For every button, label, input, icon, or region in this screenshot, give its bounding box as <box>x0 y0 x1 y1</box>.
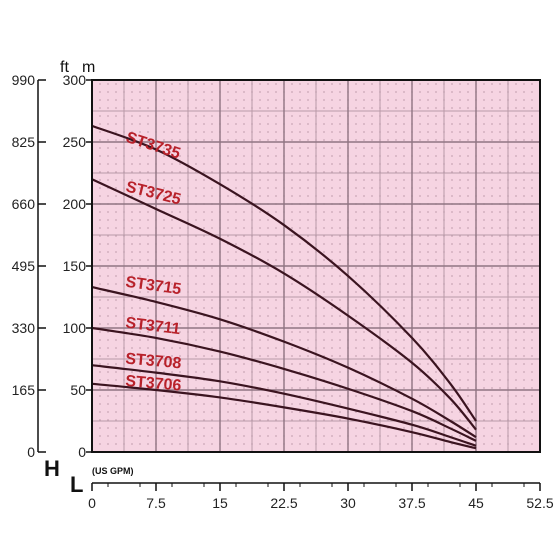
series-lines <box>91 124 477 450</box>
y-tick-ft-label: 990 <box>12 72 36 88</box>
y-tick-ft-label: 330 <box>12 320 36 336</box>
x-tick-label: 7.5 <box>146 495 166 511</box>
x-unit-label: (US GPM) <box>92 466 134 476</box>
y-tick-m-label: 50 <box>70 382 86 398</box>
series-line-st3735 <box>91 124 477 422</box>
y-axis-letter: H <box>44 456 60 481</box>
series-label-st3711: ST3711 <box>125 315 182 339</box>
series-line-st3711 <box>91 326 477 442</box>
x-tick-label: 15 <box>212 495 228 511</box>
x-tick-label: 30 <box>340 495 356 511</box>
y-tick-ft-label: 0 <box>27 444 35 460</box>
y-tick-ft-label: 495 <box>12 258 36 274</box>
series-label-st3708: ST3708 <box>125 351 182 373</box>
series-line-st3706 <box>91 382 477 450</box>
y-tick-ft-label: 165 <box>12 382 36 398</box>
y-tick-m-label: 150 <box>63 258 87 274</box>
series-line-st3708 <box>91 364 477 447</box>
x-tick-label: 22.5 <box>270 495 297 511</box>
series-line-st3715 <box>91 286 477 439</box>
y-tick-ft-label: 660 <box>12 196 36 212</box>
x-tick-label: 0 <box>88 495 96 511</box>
x-tick-label: 52.5 <box>526 495 553 511</box>
y-tick-m-label: 300 <box>63 72 87 88</box>
y-tick-m-label: 200 <box>63 196 87 212</box>
y-tick-ft-label: 825 <box>12 134 36 150</box>
series-label-st3706: ST3706 <box>125 373 182 395</box>
x-tick-label: 45 <box>468 495 484 511</box>
y-left-unit-label: ft <box>60 59 69 76</box>
x-axis-letter: L <box>70 472 83 497</box>
y-tick-m-label: 250 <box>63 134 87 150</box>
x-tick-label: 37.5 <box>398 495 425 511</box>
y-right-unit-label: m <box>82 59 95 76</box>
y-axis-m: 0 50 100 150 200 250 300 <box>63 72 92 460</box>
y-axis-ft: 0 165 330 495 660 825 990 <box>12 72 46 460</box>
y-tick-m-label: 0 <box>78 444 86 460</box>
y-tick-m-label: 100 <box>63 320 87 336</box>
series-line-st3725 <box>91 178 477 431</box>
x-axis: 0 7.5 15 22.5 30 37.5 45 52.5 <box>88 482 554 511</box>
grid-lines <box>92 80 540 452</box>
